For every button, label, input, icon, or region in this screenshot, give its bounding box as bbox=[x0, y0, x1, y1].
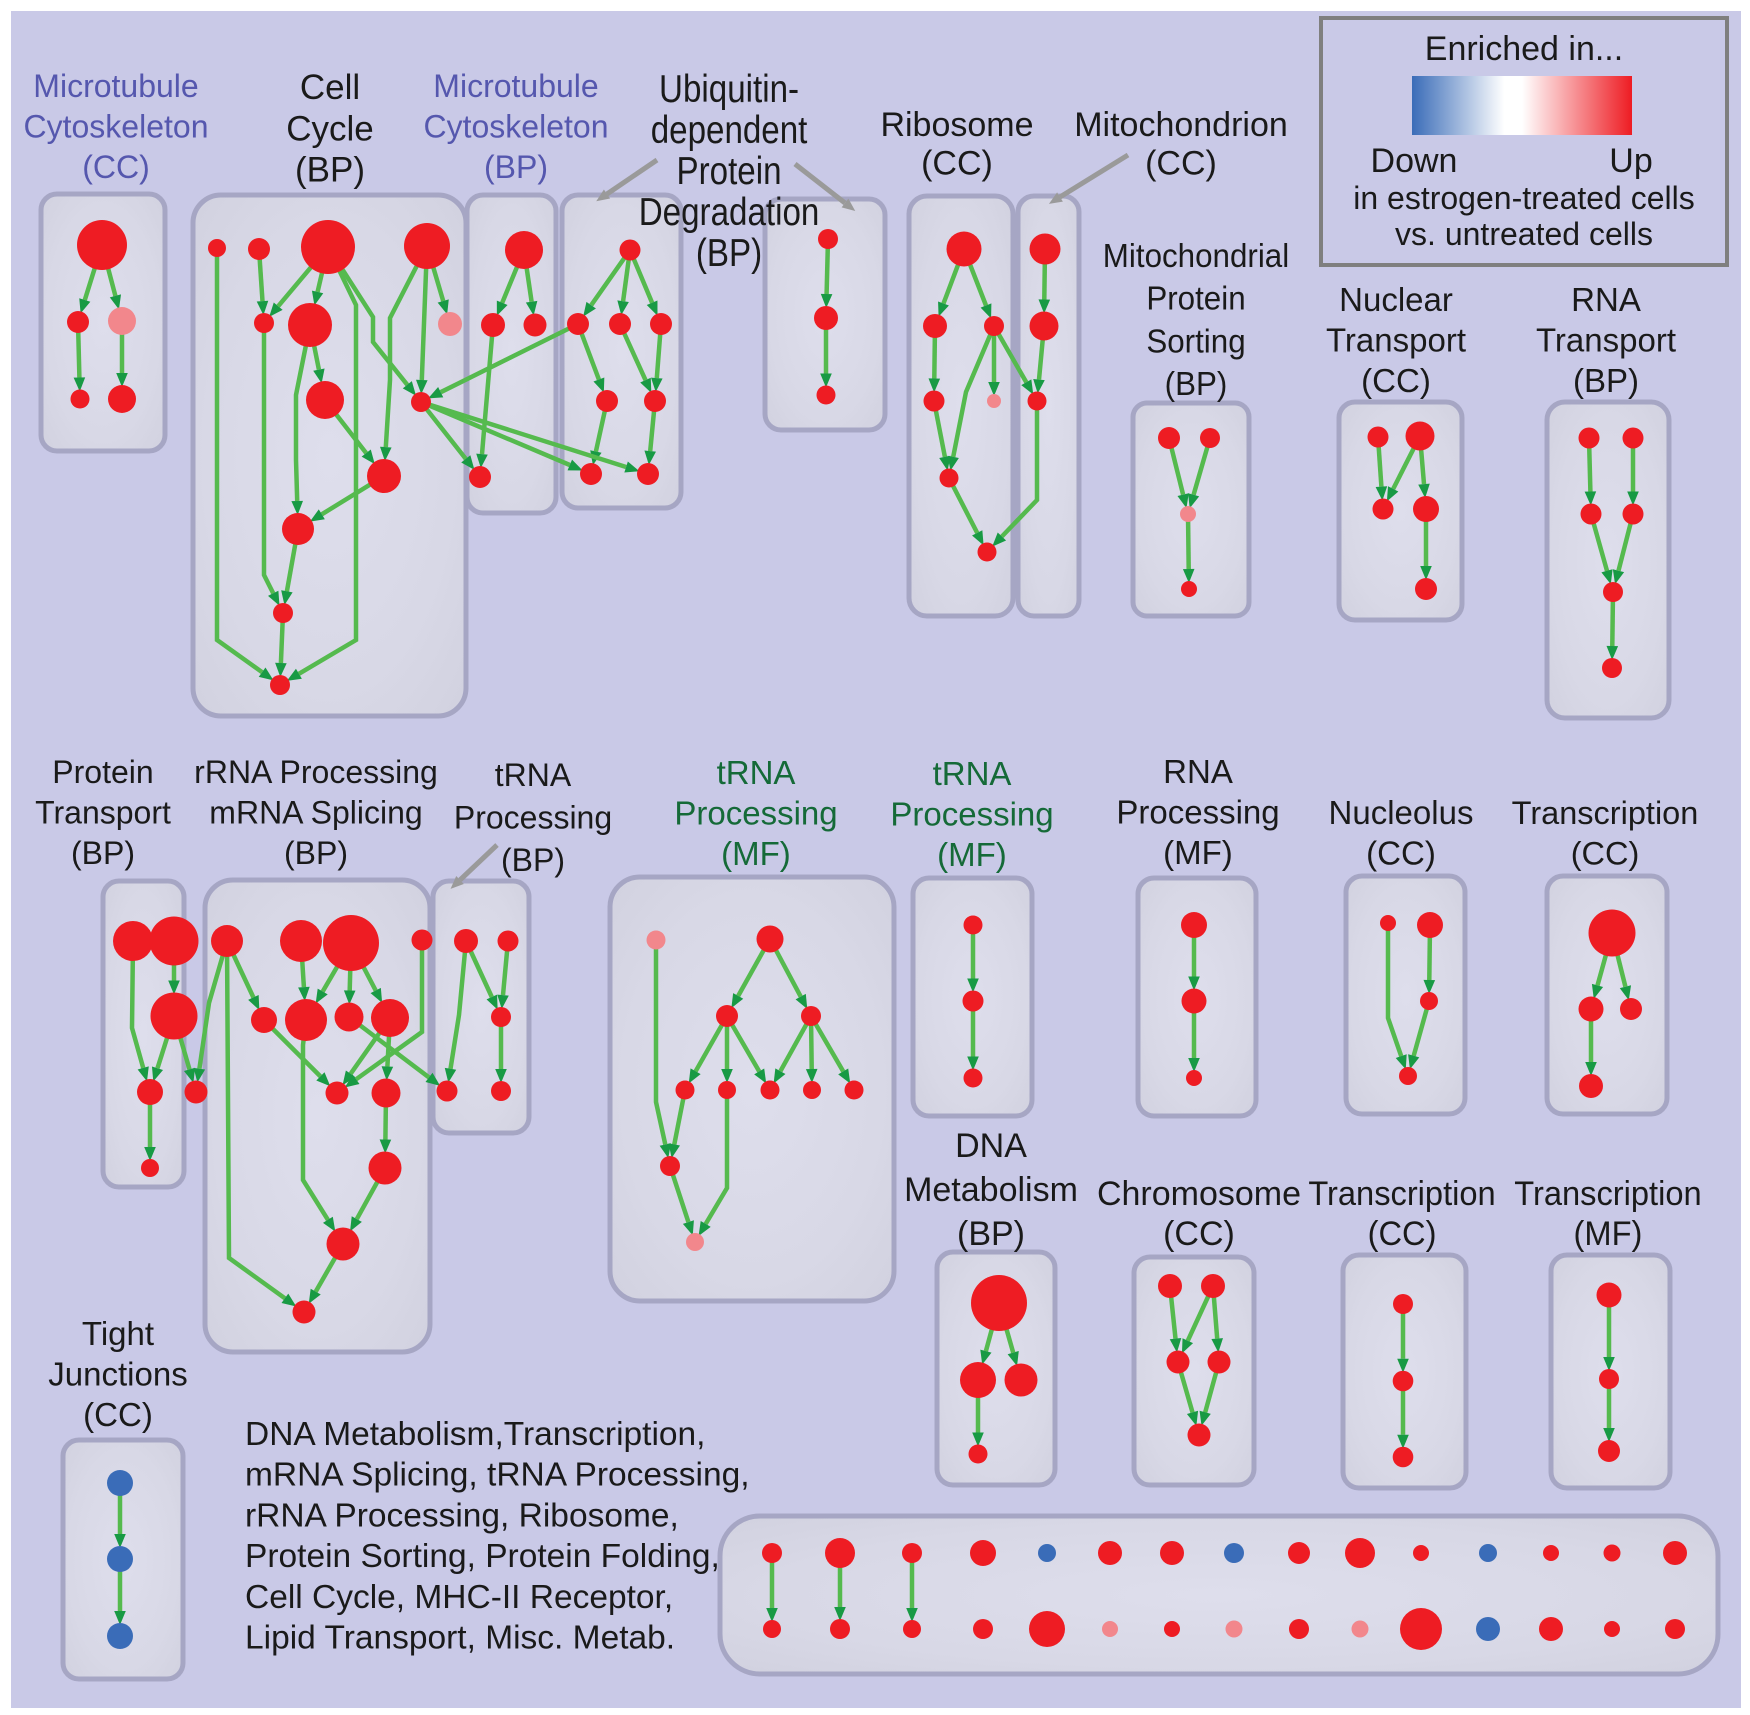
svg-text:Transcription: Transcription bbox=[1308, 1175, 1495, 1213]
svg-text:(BP): (BP) bbox=[1573, 362, 1639, 399]
svg-text:Processing: Processing bbox=[674, 795, 837, 832]
svg-text:(CC): (CC) bbox=[1145, 145, 1217, 183]
svg-text:Processing: Processing bbox=[454, 800, 612, 836]
svg-text:Transport: Transport bbox=[35, 795, 171, 831]
svg-text:mRNA Splicing, tRNA Processing: mRNA Splicing, tRNA Processing, bbox=[245, 1457, 750, 1494]
svg-text:RNA: RNA bbox=[1163, 753, 1233, 790]
svg-text:(CC): (CC) bbox=[1361, 362, 1431, 399]
svg-text:Mitochondrion: Mitochondrion bbox=[1074, 106, 1288, 144]
svg-text:Mitochondrial: Mitochondrial bbox=[1103, 237, 1289, 274]
svg-text:(MF): (MF) bbox=[721, 835, 791, 872]
svg-text:Cell Cycle, MHC-II Receptor,: Cell Cycle, MHC-II Receptor, bbox=[245, 1579, 673, 1616]
svg-text:Protein: Protein bbox=[677, 148, 782, 192]
svg-text:(BP): (BP) bbox=[1165, 365, 1228, 402]
svg-text:Transcription: Transcription bbox=[1514, 1175, 1701, 1213]
svg-text:Microtubule: Microtubule bbox=[433, 68, 598, 104]
svg-text:(BP): (BP) bbox=[484, 149, 548, 185]
svg-text:Cytoskeleton: Cytoskeleton bbox=[24, 109, 209, 145]
svg-text:Tight: Tight bbox=[82, 1315, 154, 1352]
svg-text:Processing: Processing bbox=[1116, 794, 1279, 831]
svg-text:Cell: Cell bbox=[300, 68, 360, 107]
svg-text:Down: Down bbox=[1371, 142, 1458, 180]
svg-text:Enriched in...: Enriched in... bbox=[1425, 30, 1623, 68]
svg-text:Cycle: Cycle bbox=[286, 109, 374, 148]
svg-text:Junctions: Junctions bbox=[48, 1356, 187, 1393]
svg-text:tRNA: tRNA bbox=[495, 757, 572, 793]
svg-text:(CC): (CC) bbox=[82, 149, 150, 185]
svg-text:mRNA Splicing: mRNA Splicing bbox=[209, 795, 422, 831]
svg-text:Transcription: Transcription bbox=[1512, 795, 1699, 831]
svg-text:DNA: DNA bbox=[955, 1127, 1027, 1165]
svg-text:Sorting: Sorting bbox=[1146, 323, 1245, 360]
svg-text:(BP): (BP) bbox=[71, 835, 135, 871]
svg-text:Nuclear: Nuclear bbox=[1339, 281, 1453, 318]
svg-text:Lipid Transport, Misc. Metab.: Lipid Transport, Misc. Metab. bbox=[245, 1620, 675, 1657]
svg-text:(CC): (CC) bbox=[1368, 1215, 1437, 1253]
svg-text:(BP): (BP) bbox=[957, 1215, 1025, 1253]
svg-text:rRNA Processing: rRNA Processing bbox=[194, 754, 438, 790]
svg-text:Transport: Transport bbox=[1536, 322, 1676, 359]
svg-text:(BP): (BP) bbox=[501, 842, 565, 878]
svg-text:dependent: dependent bbox=[651, 107, 808, 151]
svg-text:(MF): (MF) bbox=[1163, 834, 1233, 871]
svg-text:tRNA: tRNA bbox=[933, 755, 1012, 792]
svg-text:Protein: Protein bbox=[52, 754, 153, 790]
svg-text:Nucleolus: Nucleolus bbox=[1329, 794, 1474, 831]
svg-text:Protein Sorting, Protein Foldi: Protein Sorting, Protein Folding, bbox=[245, 1538, 720, 1575]
svg-text:Protein: Protein bbox=[1146, 280, 1245, 317]
svg-text:(CC): (CC) bbox=[83, 1396, 153, 1433]
svg-text:Microtubule: Microtubule bbox=[33, 68, 198, 104]
svg-text:Chromosome: Chromosome bbox=[1097, 1175, 1301, 1213]
svg-text:rRNA Processing, Ribosome,: rRNA Processing, Ribosome, bbox=[245, 1497, 679, 1534]
svg-text:(CC): (CC) bbox=[1366, 835, 1436, 872]
svg-text:(MF): (MF) bbox=[937, 836, 1007, 873]
svg-text:vs. untreated cells: vs. untreated cells bbox=[1395, 216, 1653, 252]
svg-text:DNA Metabolism,Transcription,: DNA Metabolism,Transcription, bbox=[245, 1416, 705, 1453]
svg-text:Transport: Transport bbox=[1326, 322, 1466, 359]
svg-text:in estrogen-treated cells: in estrogen-treated cells bbox=[1353, 180, 1695, 216]
svg-text:(BP): (BP) bbox=[295, 151, 365, 190]
svg-text:Ribosome: Ribosome bbox=[880, 106, 1033, 144]
svg-text:Processing: Processing bbox=[890, 796, 1053, 833]
svg-text:Metabolism: Metabolism bbox=[904, 1171, 1078, 1209]
svg-text:Cytoskeleton: Cytoskeleton bbox=[424, 109, 609, 145]
svg-text:(CC): (CC) bbox=[1163, 1215, 1235, 1253]
svg-text:Ubiquitin-: Ubiquitin- bbox=[659, 66, 799, 110]
svg-text:(CC): (CC) bbox=[921, 145, 993, 183]
svg-text:(BP): (BP) bbox=[696, 230, 762, 274]
svg-text:Up: Up bbox=[1609, 142, 1652, 180]
svg-text:(BP): (BP) bbox=[284, 835, 348, 871]
svg-text:tRNA: tRNA bbox=[717, 754, 796, 791]
svg-text:Degradation: Degradation bbox=[639, 189, 820, 233]
svg-text:(CC): (CC) bbox=[1571, 836, 1640, 872]
svg-text:RNA: RNA bbox=[1571, 281, 1641, 318]
svg-text:(MF): (MF) bbox=[1574, 1215, 1643, 1253]
